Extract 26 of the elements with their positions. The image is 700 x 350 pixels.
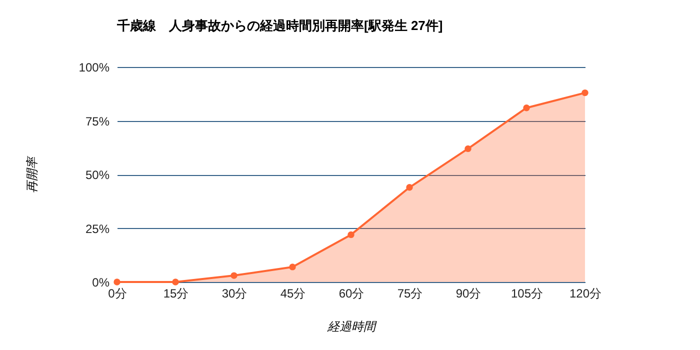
x-tick-label: 0分 <box>108 286 127 300</box>
x-tick-label: 90分 <box>456 286 482 300</box>
chart-title: 千歳線 人身事故からの経過時間別再開率[駅発生 27件] <box>116 18 443 33</box>
y-tick-label: 100% <box>78 60 110 74</box>
point <box>172 278 179 286</box>
x-tick-label: 30分 <box>222 286 248 300</box>
point <box>114 278 120 286</box>
point <box>289 264 296 270</box>
x-tick-label: 15分 <box>163 286 189 300</box>
x-tick-label: 60分 <box>338 286 364 300</box>
point <box>582 89 588 96</box>
x-tick-label: 75分 <box>397 286 423 300</box>
y-tick-label: 50% <box>85 168 110 182</box>
point <box>230 272 238 279</box>
point <box>523 104 530 112</box>
y-tick-label: 0% <box>92 276 110 290</box>
y-axis-title: 再開率 <box>24 155 39 193</box>
y-tick-label: 75% <box>85 114 110 128</box>
point <box>464 145 472 152</box>
point <box>348 231 354 238</box>
x-tick-label: 105分 <box>510 286 544 300</box>
point <box>406 184 413 191</box>
x-tick-label: 45分 <box>280 286 306 300</box>
x-tick-label: 120分 <box>569 286 602 300</box>
y-tick-label: 25% <box>85 222 110 236</box>
x-axis-title: 経過時間 <box>326 320 378 334</box>
